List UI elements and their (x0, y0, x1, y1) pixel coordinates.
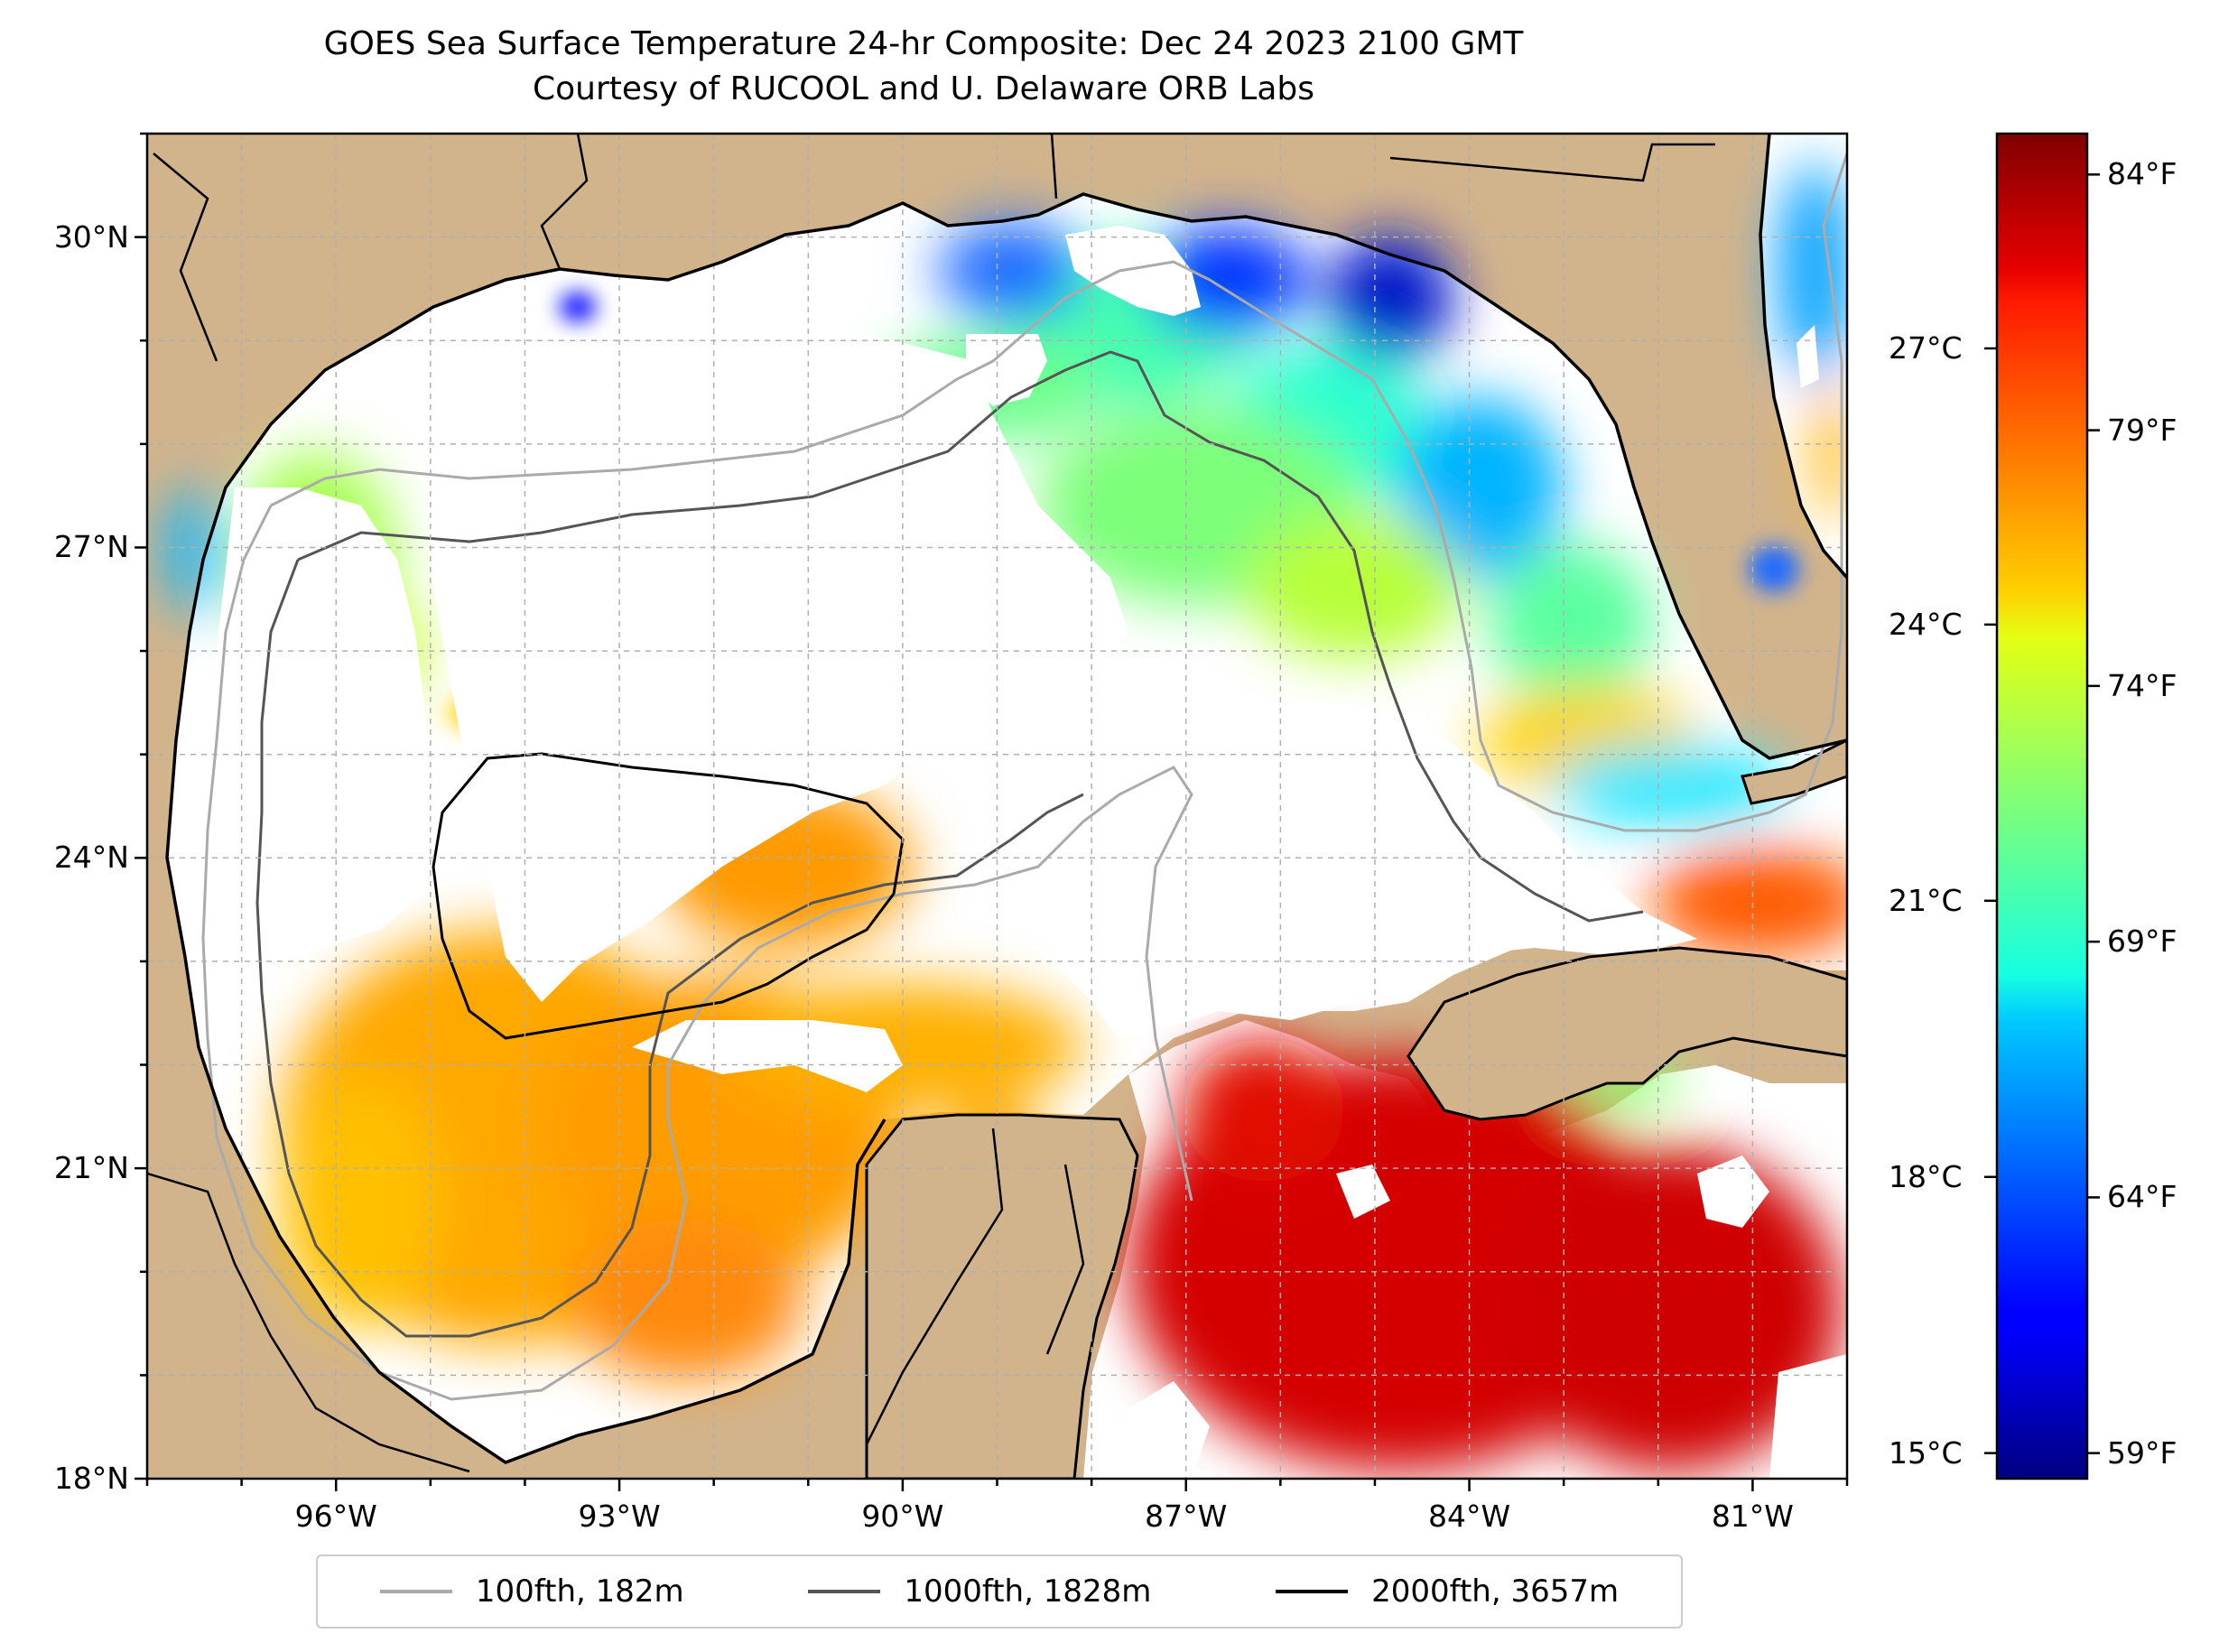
legend-label-2000fth: 2000fth, 3657m (1371, 1573, 1620, 1610)
lon-tick-label: 90°W (861, 1499, 944, 1534)
contour-100fth (270, 153, 1847, 832)
yucatan-peninsula (865, 1113, 1139, 1479)
lon-tick-label: 93°W (578, 1499, 661, 1534)
fahrenheit-tick-label: 59°F (2107, 1434, 2177, 1471)
legend-label-100fth: 100fth, 182m (475, 1573, 684, 1610)
legend-swatch-100fth (379, 1590, 452, 1593)
lat-tick-label: 21°N (53, 1150, 129, 1186)
axis-ticks (135, 132, 1849, 1491)
celsius-tick-label: 15°C (1889, 1434, 1963, 1471)
lat-tick-label: 24°N (53, 840, 129, 876)
map-subtitle: Courtesy of RUCOOL and U. Delaware ORB L… (532, 70, 1315, 107)
legend-label-1000fth: 1000fth, 1828m (904, 1573, 1152, 1610)
contour-2000fth (432, 752, 905, 1040)
lon-tick-label: 84°W (1427, 1499, 1511, 1534)
legend-item-1000fth: 1000fth, 1828m (808, 1573, 1151, 1610)
lon-tick-label: 81°W (1711, 1499, 1794, 1534)
legend-item-2000fth: 2000fth, 3657m (1276, 1573, 1619, 1610)
land-masses (865, 738, 1847, 1479)
lat-tick-label: 30°N (53, 218, 129, 255)
celsius-tick-label: 27°C (1889, 329, 1963, 366)
cuba (1407, 946, 1847, 1121)
lat-tick-label: 18°N (53, 1461, 129, 1496)
fahrenheit-tick-label: 64°F (2107, 1179, 2177, 1215)
celsius-tick-label: 24°C (1889, 606, 1963, 642)
lon-tick-label: 87°W (1145, 1499, 1228, 1534)
fahrenheit-tick-label: 74°F (2107, 667, 2177, 703)
lat-tick-label: 27°N (53, 529, 129, 565)
contour-legend: 100fth, 182m 1000fth, 1828m 2000fth, 365… (316, 1555, 1683, 1629)
legend-swatch-1000fth (808, 1590, 881, 1593)
map-title: GOES Sea Surface Temperature 24-hr Compo… (323, 25, 1524, 62)
coastline (165, 134, 1847, 1464)
lon-tick-label: 96°W (294, 1499, 377, 1534)
political-borders (147, 134, 1715, 1473)
contour-1000fth (297, 350, 1644, 923)
colorbar (1995, 132, 2089, 1480)
colorbar-ticks (1984, 173, 2100, 1454)
legend-item-100fth: 100fth, 182m (379, 1573, 684, 1610)
lat-lon-grid (147, 134, 1847, 1479)
fahrenheit-tick-label: 84°F (2107, 156, 2177, 192)
legend-swatch-2000fth (1276, 1590, 1349, 1593)
celsius-tick-label: 21°C (1889, 882, 1963, 918)
celsius-tick-label: 18°C (1889, 1158, 1963, 1194)
fahrenheit-tick-label: 69°F (2107, 923, 2177, 960)
contour-1000fth-west (255, 559, 1084, 1338)
fahrenheit-tick-label: 79°F (2107, 412, 2177, 448)
